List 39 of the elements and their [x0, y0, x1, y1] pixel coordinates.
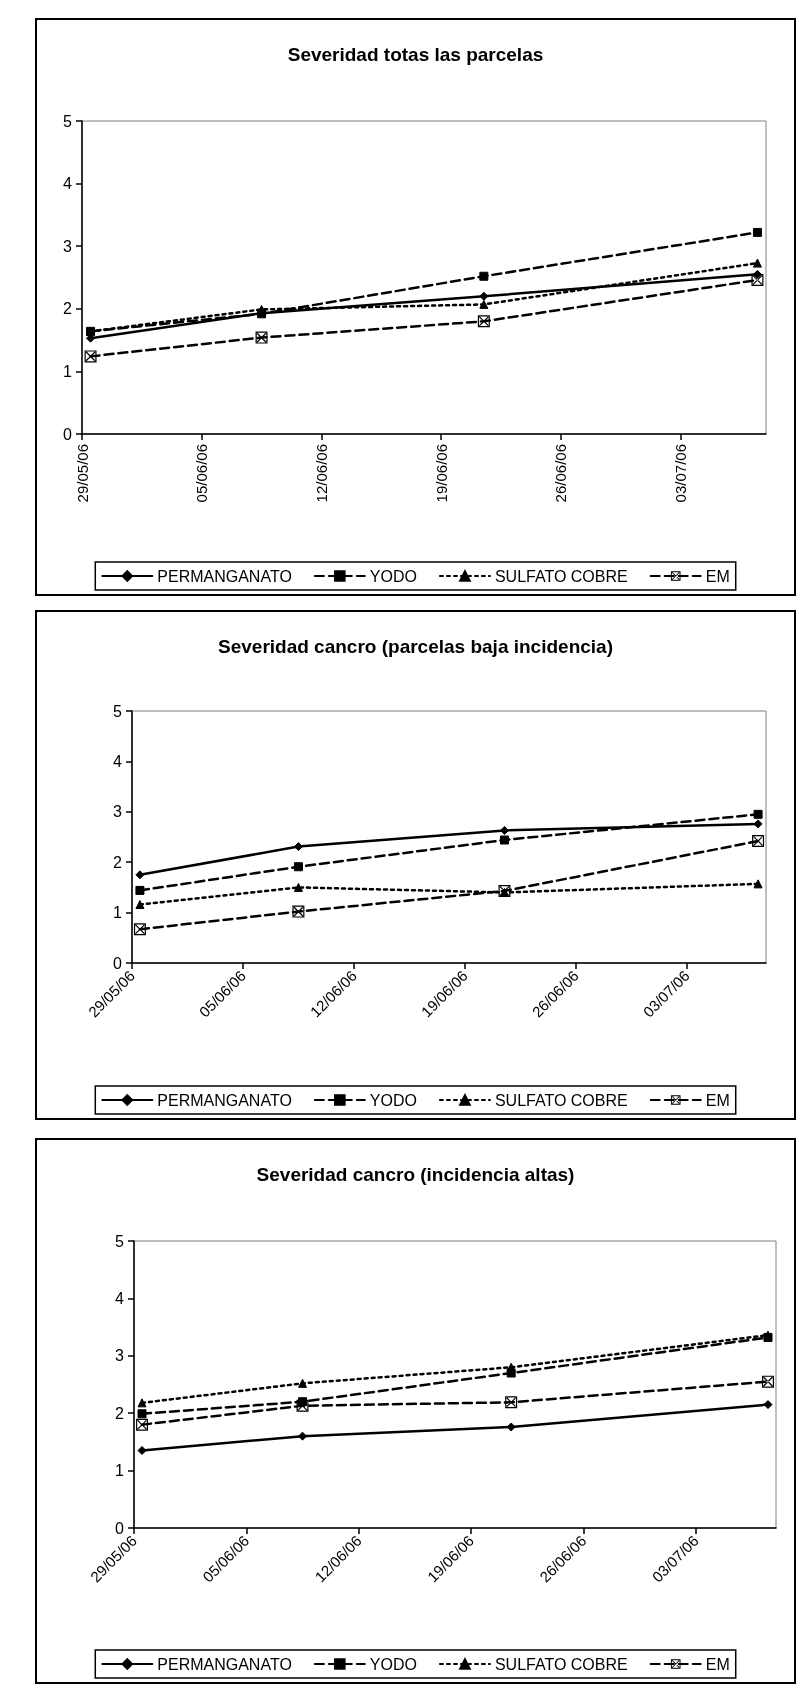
legend-label: YODO: [369, 1655, 417, 1673]
legend-label: PERMANGANATO: [157, 1655, 292, 1673]
chart-title: Severidad cancro (incidencia altas): [256, 1164, 575, 1185]
y-tick-label: 0: [115, 1519, 125, 1537]
legend-label: SULFATO COBRE: [494, 567, 628, 585]
x-tick-label: 26/06/06: [552, 444, 570, 503]
legend-label: EM: [705, 567, 730, 585]
legend-label: SULFATO COBRE: [494, 1091, 628, 1109]
y-tick-label: 1: [63, 362, 73, 380]
legend-label: EM: [705, 1655, 730, 1673]
y-tick-label: 4: [115, 1289, 125, 1307]
x-tick-label: 03/07/06: [672, 444, 689, 503]
y-tick-label: 1: [115, 1462, 125, 1480]
legend-label: SULFATO COBRE: [494, 1655, 628, 1673]
chart-title: Severidad cancro (parcelas baja incidencia): [218, 636, 613, 657]
x-tick-label: 19/06/06: [432, 444, 450, 503]
y-tick-label: 2: [113, 853, 123, 871]
y-tick-label: 1: [113, 904, 123, 922]
y-tick-label: 3: [115, 1347, 125, 1365]
y-tick-label: 2: [63, 300, 73, 318]
chart-title: Severidad totas las parcelas: [287, 44, 544, 65]
y-tick-label: 3: [113, 803, 123, 821]
legend-label: PERMANGANATO: [157, 567, 292, 585]
y-tick-label: 3: [63, 237, 73, 255]
legend-label: YODO: [369, 567, 417, 585]
y-tick-label: 0: [113, 954, 123, 972]
legend-label: PERMANGANATO: [157, 1091, 292, 1109]
x-tick-label: 12/06/06: [312, 444, 330, 503]
y-tick-label: 4: [63, 175, 73, 193]
legend-label: YODO: [369, 1091, 417, 1109]
legend-label: EM: [705, 1091, 730, 1109]
y-tick-label: 5: [63, 112, 73, 130]
y-tick-label: 2: [115, 1404, 125, 1422]
x-tick-label: 05/06/06: [193, 444, 211, 503]
x-tick-label: 29/05/06: [73, 444, 91, 503]
y-tick-label: 0: [63, 425, 73, 443]
y-tick-label: 5: [115, 1232, 125, 1250]
y-tick-label: 5: [113, 702, 123, 720]
y-tick-label: 4: [113, 752, 123, 770]
